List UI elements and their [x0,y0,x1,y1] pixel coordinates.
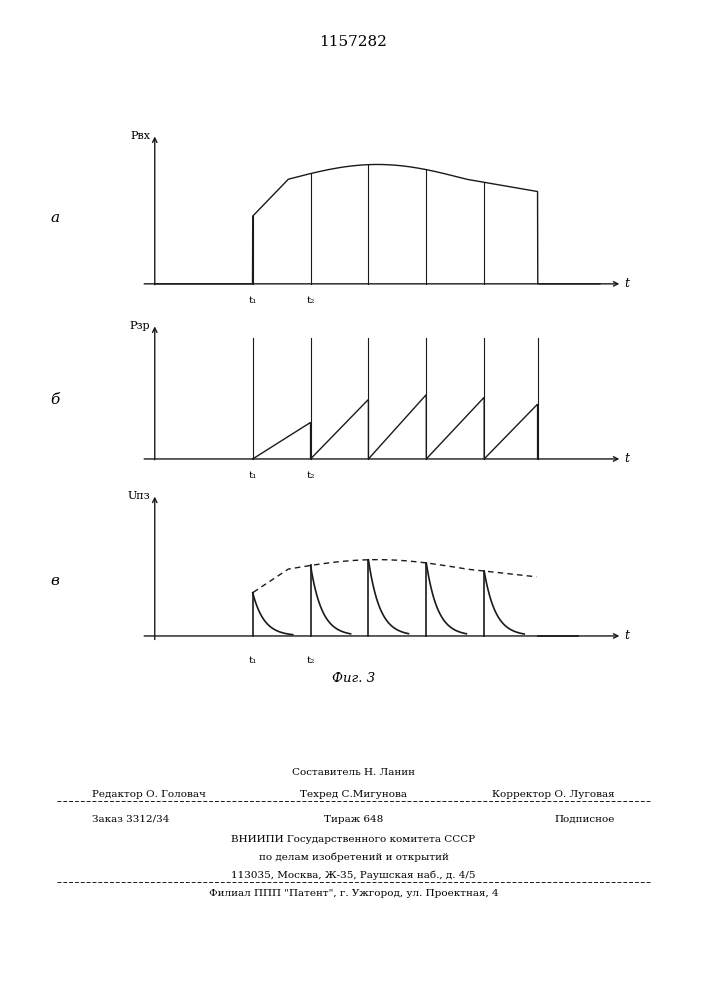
Text: t₁: t₁ [248,656,257,665]
Text: 113035, Москва, Ж-35, Раушская наб., д. 4/5: 113035, Москва, Ж-35, Раушская наб., д. … [231,871,476,880]
Text: а: а [50,211,59,225]
Text: Заказ 3312/34: Заказ 3312/34 [92,815,169,824]
Text: Техред С.Мигунова: Техред С.Мигунова [300,790,407,799]
Text: t₁: t₁ [248,471,257,480]
Text: Корректор О. Луговая: Корректор О. Луговая [493,790,615,799]
Text: t: t [624,277,629,290]
Text: Pзр: Pзр [129,321,151,331]
Text: t₁: t₁ [248,296,257,305]
Text: t₂: t₂ [306,296,315,305]
Text: Фиг. 3: Фиг. 3 [332,672,375,685]
Text: ВНИИПИ Государственного комитета СССР: ВНИИПИ Государственного комитета СССР [231,835,476,844]
Text: Редактор О. Головач: Редактор О. Головач [92,790,206,799]
Text: t₂: t₂ [306,656,315,665]
Text: t₂: t₂ [306,471,315,480]
Text: 1157282: 1157282 [320,35,387,49]
Text: Тираж 648: Тираж 648 [324,815,383,824]
Text: t: t [624,629,629,642]
Text: Pвх: Pвх [130,131,151,141]
Text: б: б [50,393,59,407]
Text: Филиал ППП "Патент", г. Ужгород, ул. Проектная, 4: Филиал ППП "Патент", г. Ужгород, ул. Про… [209,889,498,898]
Text: Uпз: Uпз [128,491,151,501]
Text: t: t [624,452,629,465]
Text: Подписное: Подписное [555,815,615,824]
Text: в: в [51,574,59,588]
Text: по делам изобретений и открытий: по делам изобретений и открытий [259,853,448,862]
Text: Составитель Н. Ланин: Составитель Н. Ланин [292,768,415,777]
